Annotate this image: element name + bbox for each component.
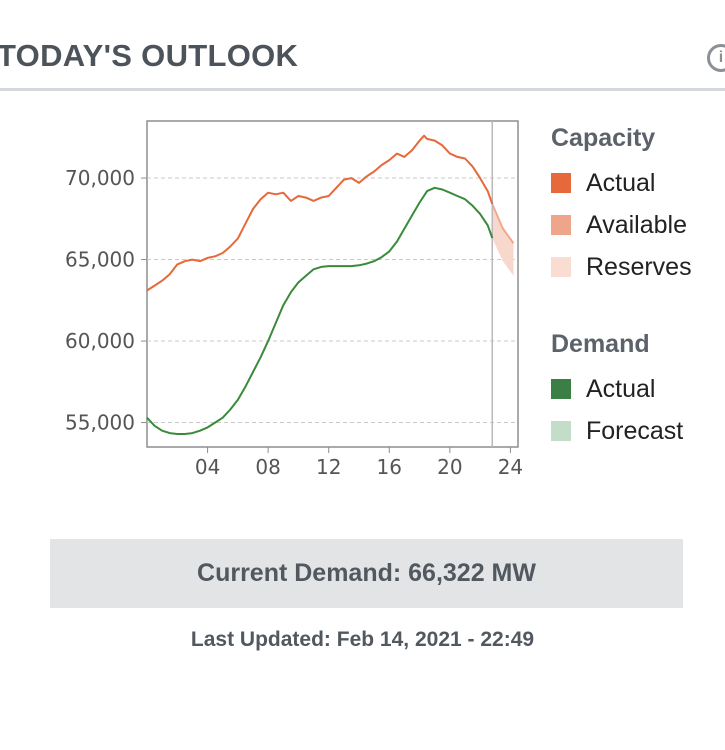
legend-label: Forecast — [586, 416, 684, 445]
y-tick-label: 60,000 — [65, 329, 135, 353]
x-tick-label: 16 — [377, 455, 402, 479]
info-icon[interactable]: i — [707, 44, 725, 72]
legend-item-capacity-available[interactable]: Available — [551, 204, 721, 246]
x-tick-label: 08 — [255, 455, 280, 479]
capacity-reserves-swatch — [551, 257, 571, 277]
last-updated-text: Last Updated: Feb 14, 2021 - 22:49 — [190, 628, 535, 651]
x-tick-label: 12 — [316, 455, 341, 479]
y-tick-label: 55,000 — [65, 411, 135, 435]
demand-actual-line — [146, 186, 494, 435]
demand-forecast-swatch — [551, 421, 571, 441]
capacity-available-swatch — [551, 215, 571, 235]
chart-legend: Capacity Actual Available Reserves Deman… — [551, 120, 721, 452]
legend-label: Available — [586, 210, 688, 239]
legend-label: Actual — [586, 168, 656, 197]
capacity-actual-line — [146, 134, 494, 292]
y-tick-label: 70,000 — [65, 166, 135, 190]
outlook-chart: 55,000 60,000 65,000 70,000 04 08 12 16 20 24 — [65, 120, 523, 479]
legend-demand-title: Demand — [551, 330, 650, 358]
legend-item-demand-actual[interactable]: Actual — [551, 368, 721, 410]
capacity-reserves-band — [492, 204, 514, 276]
plot-frame — [146, 120, 519, 448]
legend-capacity-title: Capacity — [551, 124, 656, 152]
outlook-header: TODAY'S OUTLOOK i — [0, 0, 725, 91]
legend-item-capacity-actual[interactable]: Actual — [551, 162, 721, 204]
capacity-available-line — [491, 203, 515, 244]
x-tick-label: 24 — [498, 455, 523, 479]
x-tick-label: 20 — [437, 455, 462, 479]
current-demand-text: Current Demand: 66,322 MW — [197, 559, 536, 587]
current-demand-box: Current Demand: 66,322 MW — [50, 539, 683, 608]
capacity-actual-swatch — [551, 173, 571, 193]
legend-label: Reserves — [586, 252, 692, 281]
y-tick-label: 65,000 — [65, 248, 135, 272]
page-title: TODAY'S OUTLOOK — [0, 38, 299, 73]
legend-item-capacity-reserves[interactable]: Reserves — [551, 246, 721, 288]
demand-actual-swatch — [551, 379, 571, 399]
legend-label: Actual — [586, 374, 656, 403]
legend-item-demand-forecast[interactable]: Forecast — [551, 410, 721, 452]
x-tick-label: 04 — [195, 455, 220, 479]
